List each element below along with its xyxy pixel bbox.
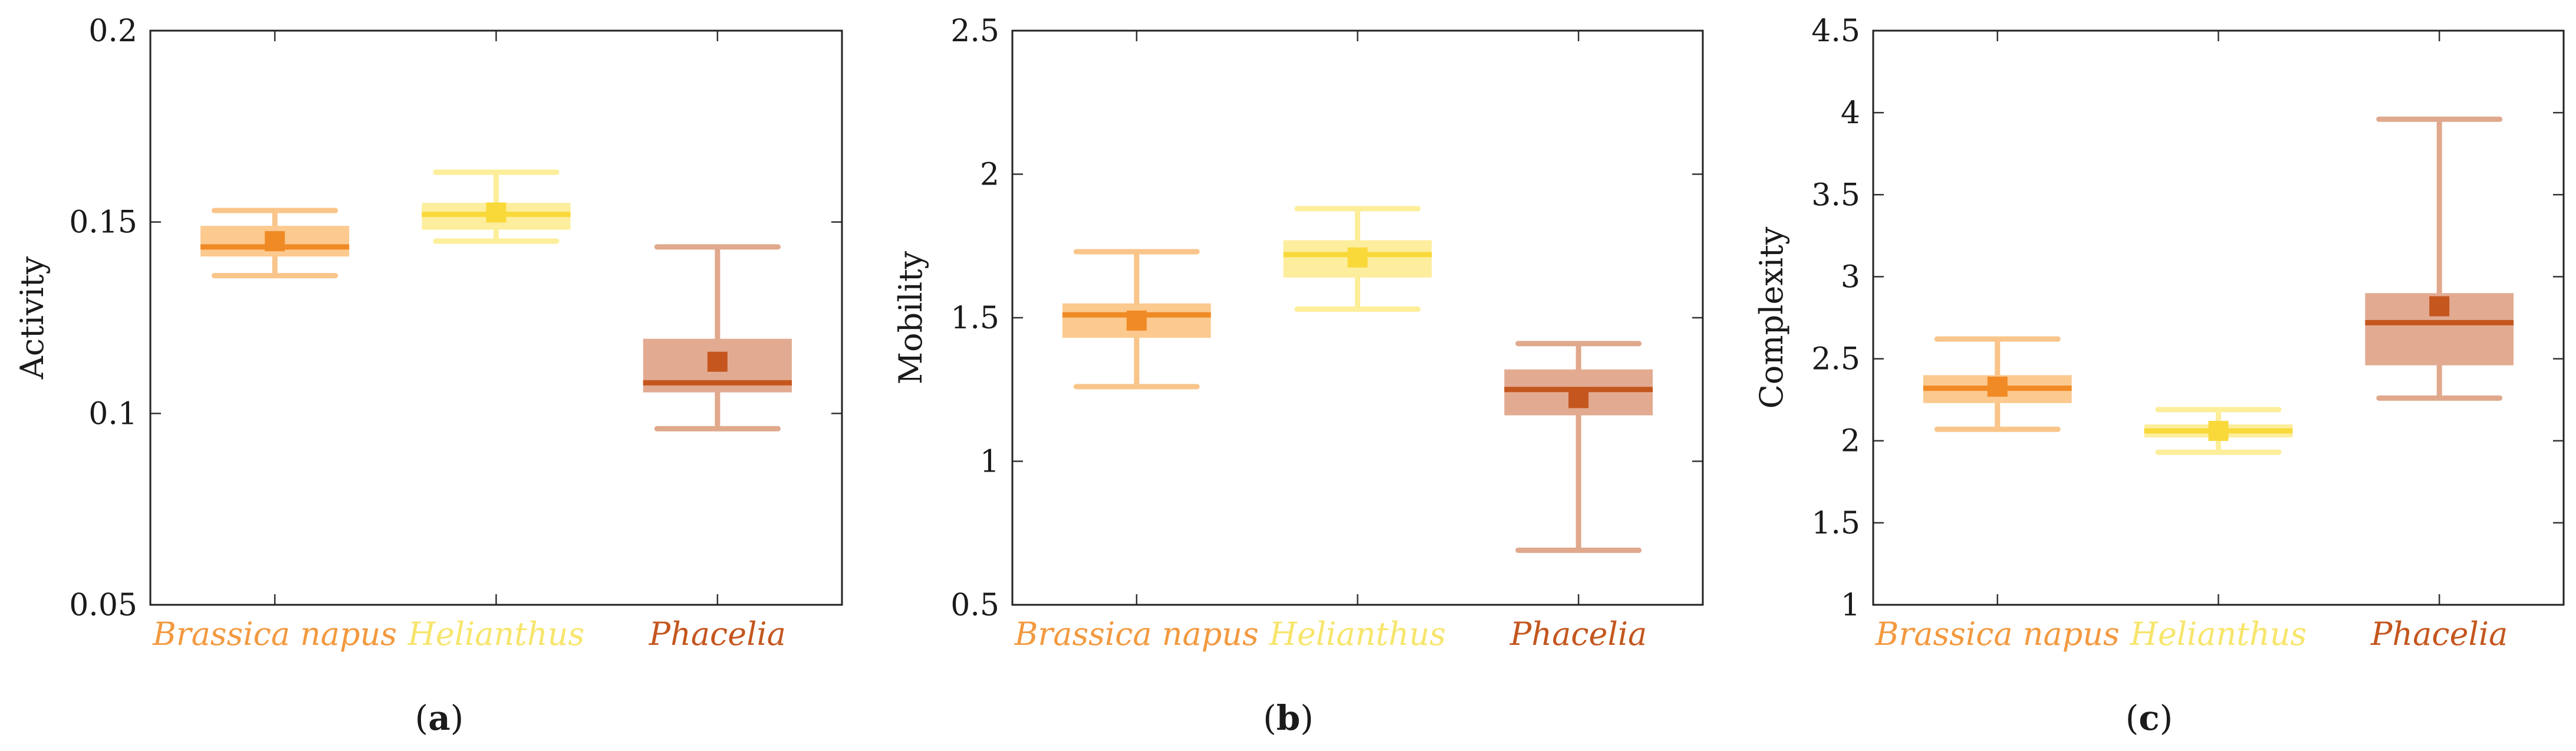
panel-label: (a) — [415, 698, 464, 738]
y-axis-title: Complexity — [1753, 226, 1790, 409]
mean-marker — [1126, 310, 1147, 331]
y-tick-label: 1 — [980, 444, 999, 480]
mean-marker — [1347, 247, 1368, 268]
y-tick-label: 0.1 — [88, 396, 137, 432]
mean-marker — [486, 202, 506, 223]
y-tick-label: 2.5 — [950, 14, 999, 49]
plot-frame — [1872, 29, 2565, 606]
y-tick-label: 2.5 — [1811, 342, 1860, 377]
y-tick-label: 0.05 — [69, 588, 137, 623]
category-label: Brassica napus — [1875, 615, 2120, 653]
panel-letter: a — [428, 698, 450, 738]
y-tick-label: 3.5 — [1811, 177, 1860, 213]
mean-marker — [707, 351, 728, 372]
panel-letter: c — [2139, 698, 2159, 738]
panel-letter: b — [1277, 698, 1301, 738]
panel-label: (c) — [2126, 698, 2173, 738]
panel-label: (b) — [1263, 698, 1314, 738]
plot-frame — [1011, 29, 1704, 606]
category-label: Phacelia — [649, 615, 786, 653]
category-label: Brassica napus — [1014, 615, 1259, 653]
mean-marker — [2208, 421, 2229, 442]
y-tick-label: 3 — [1841, 259, 1860, 295]
y-axis-title: Mobility — [892, 251, 929, 384]
category-label: Brassica napus — [152, 615, 397, 653]
plot-frame — [149, 29, 843, 606]
mean-marker — [265, 231, 285, 252]
y-tick-label: 4 — [1841, 95, 1860, 131]
y-tick-label: 1.5 — [1811, 506, 1860, 541]
category-label: Helianthus — [1269, 615, 1446, 653]
y-tick-label: 1 — [1841, 588, 1860, 623]
y-tick-label: 2 — [1841, 424, 1860, 459]
category-label: Phacelia — [2370, 615, 2508, 653]
category-label: Phacelia — [1509, 615, 1647, 653]
mean-marker — [1568, 388, 1589, 409]
y-tick-label: 0.2 — [88, 14, 137, 49]
y-tick-label: 0.15 — [69, 205, 137, 241]
y-axis-title: Activity — [14, 256, 51, 380]
y-tick-label: 2 — [980, 157, 999, 193]
y-tick-label: 0.5 — [950, 588, 999, 623]
category-label: Helianthus — [407, 615, 585, 653]
category-label: Helianthus — [2130, 615, 2307, 653]
y-tick-label: 1.5 — [950, 301, 999, 336]
mean-marker — [1987, 376, 2008, 397]
y-tick-label: 4.5 — [1811, 14, 1860, 49]
mean-marker — [2429, 296, 2450, 317]
